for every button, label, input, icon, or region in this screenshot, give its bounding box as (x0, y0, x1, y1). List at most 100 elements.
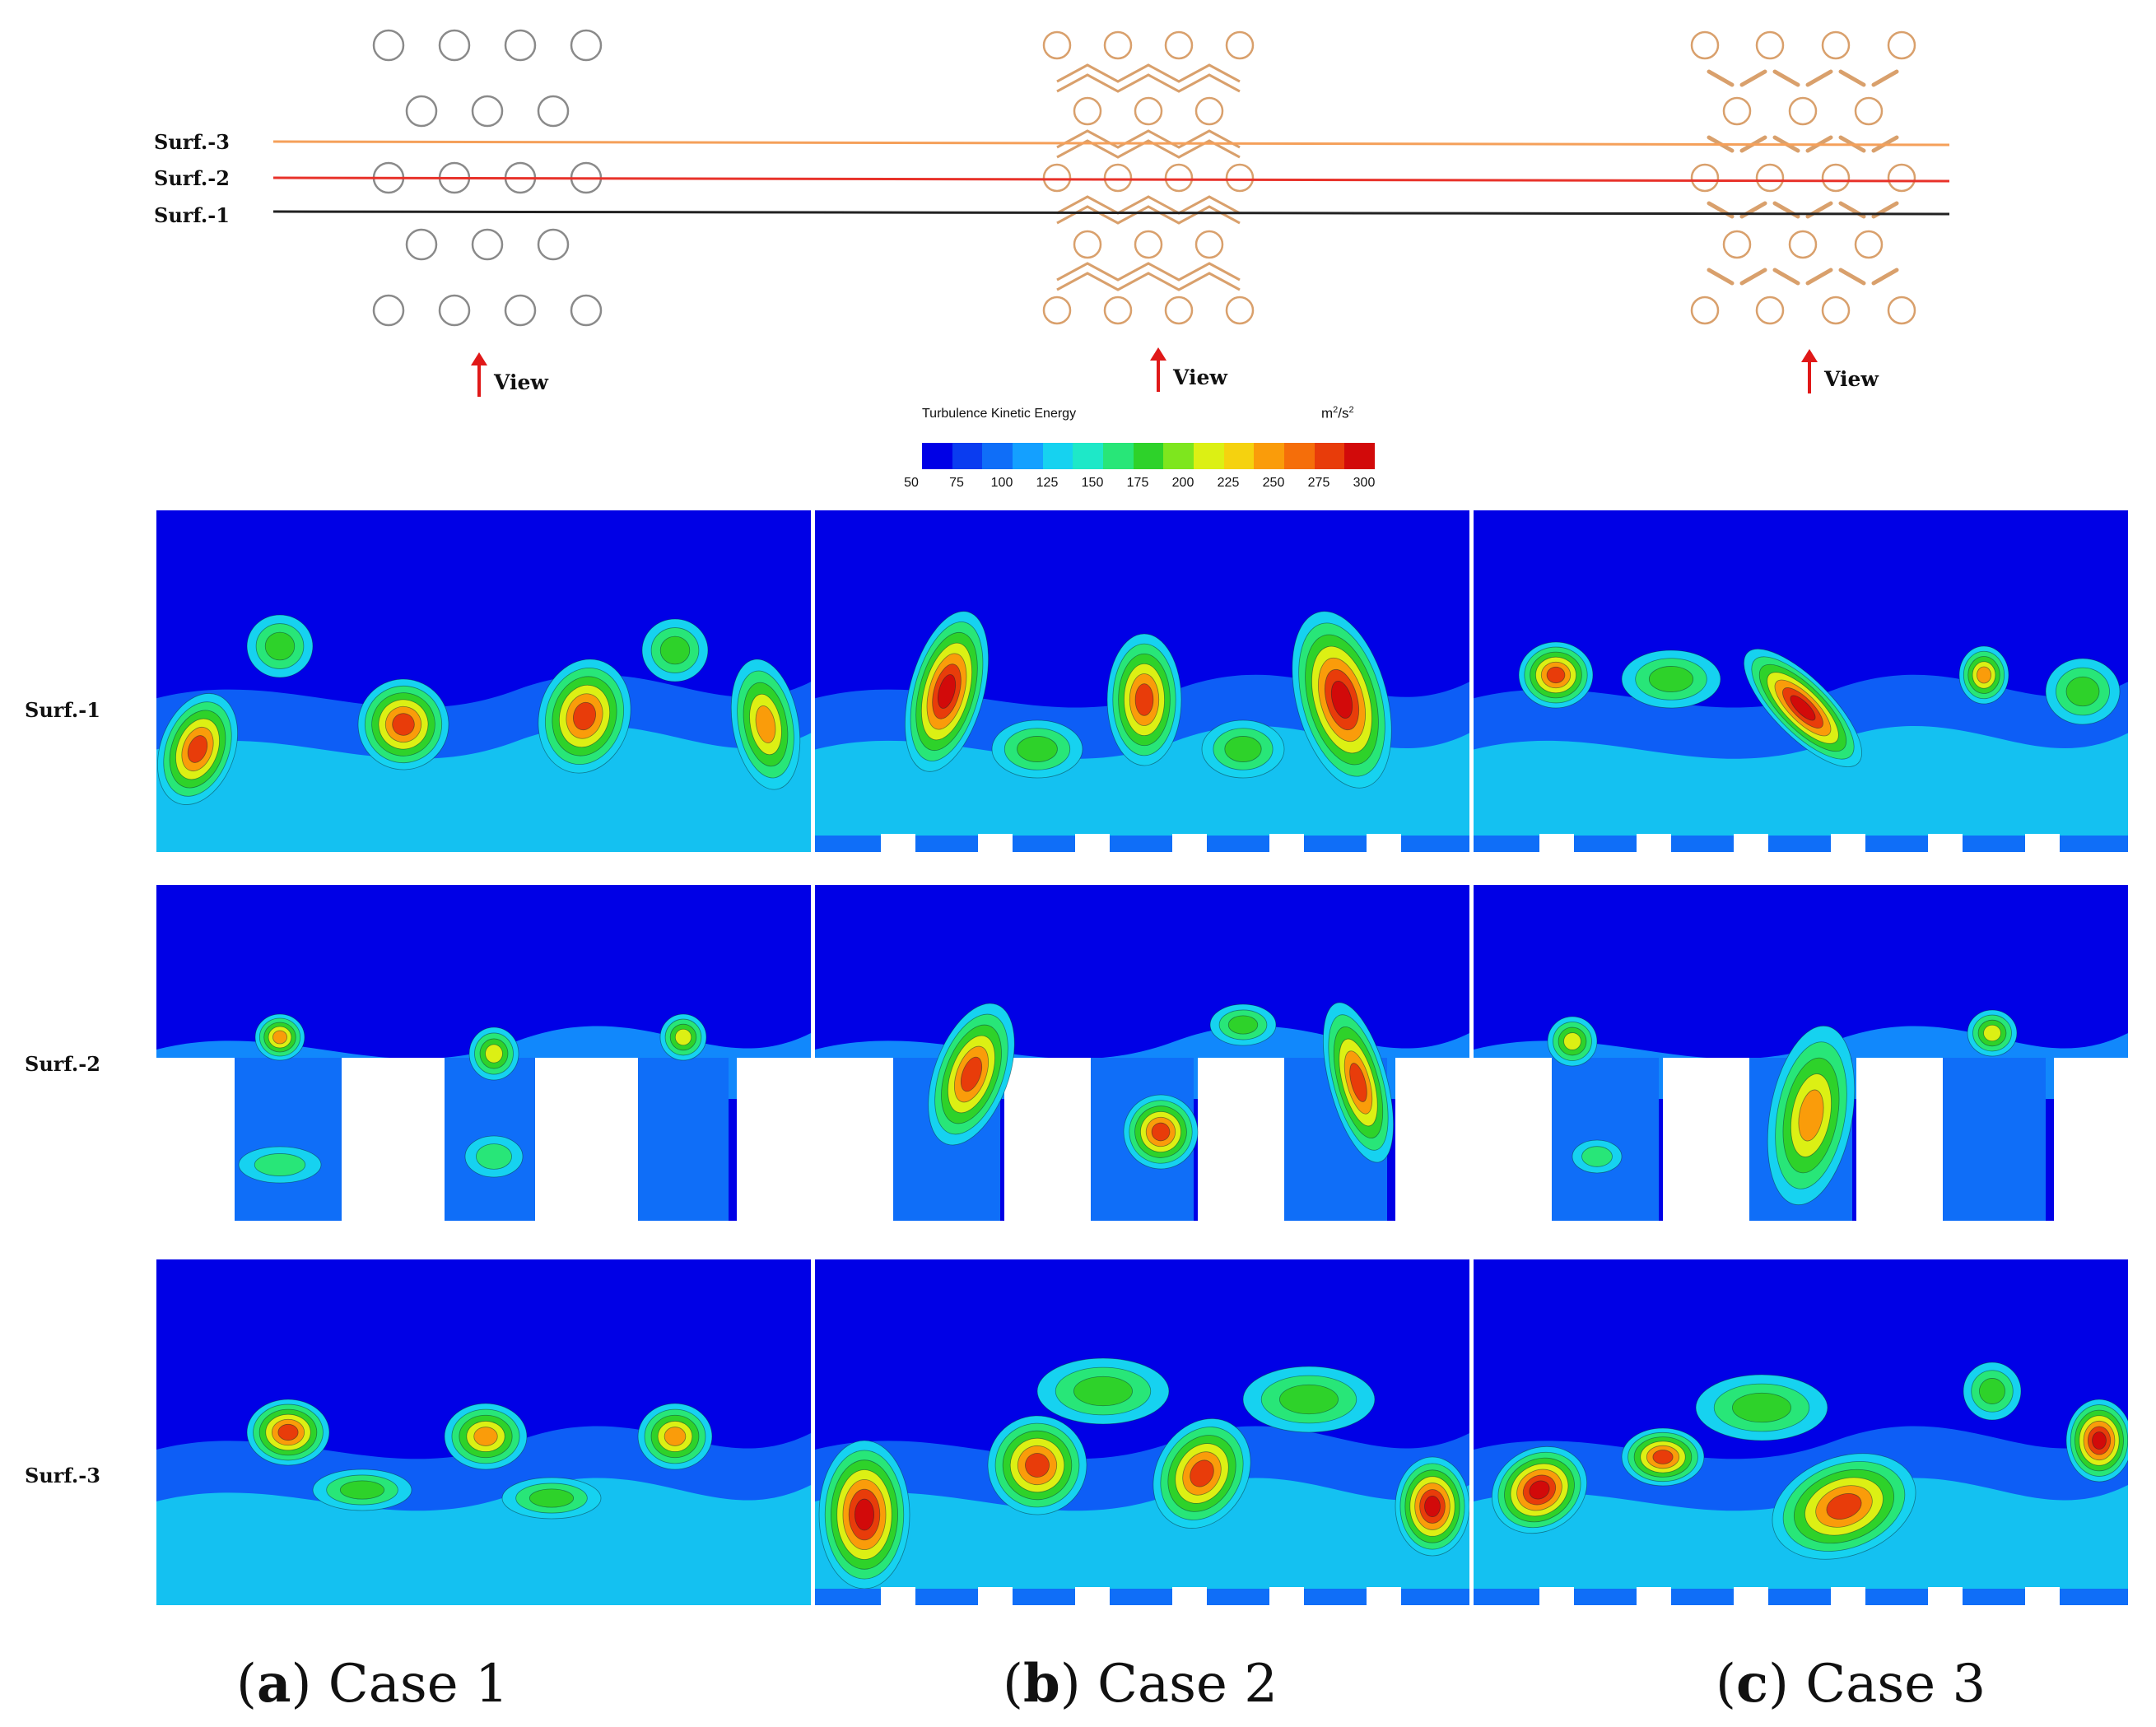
tube-icon (1103, 163, 1133, 193)
tube-icon (1690, 296, 1720, 325)
fin-notch (1269, 1587, 1304, 1605)
contour-level (2092, 1431, 2107, 1450)
row-label-surf2: Surf.-2 (25, 1052, 100, 1076)
contour-level (1648, 666, 1694, 692)
contour-level (1330, 681, 1353, 719)
legend-tick-label: 175 (1126, 476, 1149, 490)
tube-icon (1073, 96, 1102, 126)
legend-tick-label: 75 (949, 476, 964, 490)
contour-level (1073, 1376, 1133, 1407)
fin-notch (1075, 834, 1110, 852)
fin-notch (1172, 1587, 1207, 1605)
contour-band (156, 1478, 811, 1605)
fin-icon (1805, 268, 1833, 286)
fin-icon (1056, 129, 1241, 149)
legend-tick-label: 100 (990, 476, 1013, 490)
legend-swatch (1163, 443, 1194, 469)
surface-label-1: Surf.-1 (154, 203, 230, 227)
solid-block (342, 1058, 445, 1231)
tube-icon (1887, 296, 1916, 325)
tube-icon (1690, 30, 1720, 60)
case3-tube-array (1690, 30, 1916, 325)
tube-icon (1225, 163, 1255, 193)
tube-icon (1821, 30, 1851, 60)
contour-level (1025, 1453, 1050, 1478)
solid-block (535, 1058, 638, 1231)
fin-notch (1367, 834, 1401, 852)
fin-icon (1056, 272, 1241, 291)
tube-icon (1690, 163, 1720, 193)
legend-swatch (922, 443, 952, 469)
contour-panel-case1-surf3 (156, 1259, 811, 1605)
contour-level (476, 1143, 512, 1170)
tube-icon (1164, 163, 1194, 193)
contour-level (1798, 1089, 1824, 1142)
contour-level (1349, 1063, 1367, 1102)
legend-swatch (952, 443, 983, 469)
tube-icon (438, 29, 471, 62)
tube-icon (1854, 230, 1884, 259)
contour-level (572, 701, 597, 731)
case2-tube-array (1042, 30, 1255, 325)
fin-icon (1056, 73, 1241, 93)
contour-panel-case3-surf3 (1474, 1259, 2128, 1605)
tube-icon (1788, 230, 1818, 259)
contour-level (1977, 666, 1991, 684)
tube-icon (1194, 230, 1224, 259)
contour-level (254, 1153, 306, 1176)
legend-swatch (982, 443, 1013, 469)
tube-icon (471, 95, 504, 128)
contour-level (1546, 666, 1566, 684)
solid-block (1198, 1058, 1284, 1231)
tube-icon (1755, 30, 1785, 60)
tube-icon (1887, 30, 1916, 60)
fin-notch (1734, 834, 1768, 852)
tube-icon (1722, 96, 1752, 126)
contour-level (2065, 676, 2100, 707)
fin-notch (978, 834, 1013, 852)
legend-tick-label: 50 (904, 476, 919, 490)
legend-tick-label: 225 (1217, 476, 1240, 490)
fin-icon (1707, 69, 1735, 87)
row-label-surf3: Surf.-3 (25, 1464, 100, 1487)
tube-icon (504, 294, 537, 327)
fin-notch (1637, 834, 1671, 852)
fin-notch (1075, 1587, 1110, 1605)
fin-notch (2025, 834, 2060, 852)
contour-panel-case3-surf2 (1474, 885, 2128, 1231)
tube-icon (1134, 96, 1163, 126)
view-arrow-icon (1801, 349, 1818, 393)
contour-level (187, 735, 208, 763)
row-label-surf1: Surf.-1 (25, 698, 100, 722)
tube-icon (1821, 296, 1851, 325)
contour-level (264, 631, 296, 661)
legend-swatch (1133, 443, 1164, 469)
case-caption-b: (b) Case 2 (1003, 1653, 1278, 1715)
legend-swatch (1223, 443, 1255, 469)
surface-label-3: Surf.-3 (154, 130, 230, 154)
view-arrow-icon (471, 352, 487, 397)
fin-icon (1739, 69, 1767, 87)
contour-level (1790, 695, 1816, 721)
tube-icon (1788, 96, 1818, 126)
contour-level (529, 1488, 575, 1508)
tube-icon (570, 29, 603, 62)
legend-color-bar (922, 443, 1376, 469)
tube-icon (1042, 163, 1072, 193)
solid-block (1856, 1058, 1943, 1231)
contour-level (1227, 1015, 1259, 1035)
tube-icon (1194, 96, 1224, 126)
tube-icon (570, 294, 603, 327)
fin-notch (881, 834, 915, 852)
fin-icon (1772, 268, 1800, 286)
solid-block (1663, 1058, 1749, 1231)
tube-icon (1103, 296, 1133, 325)
tube-icon (1042, 296, 1072, 325)
contour-level (1983, 1024, 2001, 1042)
contour-panel-case1-surf1 (156, 510, 811, 852)
contour-level (755, 705, 776, 743)
fin-icon (1056, 63, 1241, 83)
fin-icon (1805, 69, 1833, 87)
tube-icon (1134, 230, 1163, 259)
tube-icon (1225, 296, 1255, 325)
